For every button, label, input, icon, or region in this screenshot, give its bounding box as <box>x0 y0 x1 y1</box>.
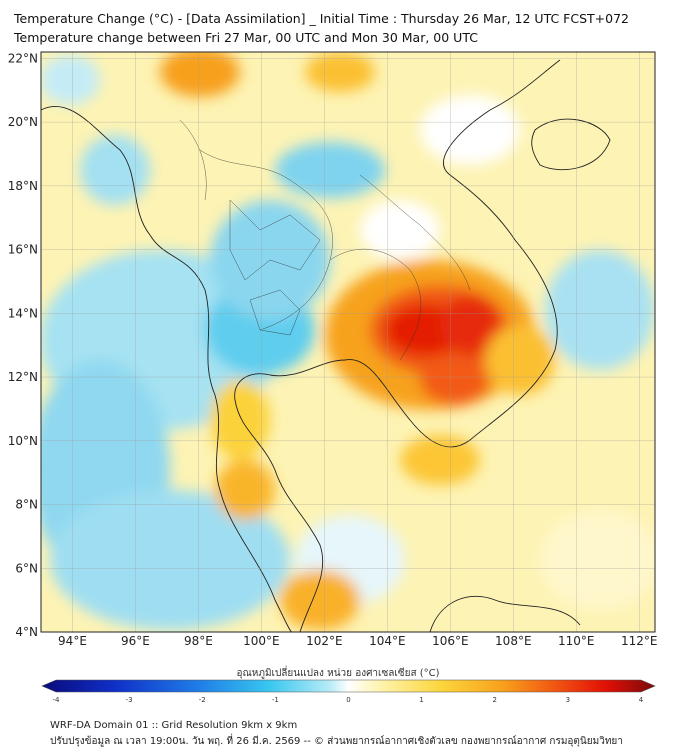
latitude-tick-label: 12°N <box>8 370 38 384</box>
latitude-tick-label: 16°N <box>8 243 38 257</box>
model-info: WRF-DA Domain 01 :: Grid Resolution 9km … <box>50 720 298 731</box>
latitude-tick-label: 10°N <box>8 434 38 448</box>
longitude-tick-label: 94°E <box>58 634 87 648</box>
map-title: Temperature Change (°C) - [Data Assimila… <box>14 11 629 26</box>
colorbar-tick-label: -2 <box>199 696 206 704</box>
latitude-tick-label: 8°N <box>15 498 38 512</box>
colorbar-tick-label: 0 <box>346 696 350 704</box>
colorbar-title: อุณหภูมิเปลี่ยนแปลง หน่วย องศาเซลเซียส (… <box>236 668 440 679</box>
longitude-tick-label: 102°E <box>306 634 343 648</box>
update-credit: ปรับปรุงข้อมูล ณ เวลา 19:00น. วัน พฤ. ที… <box>50 736 623 747</box>
colorbar-tick-label: 4 <box>639 696 644 704</box>
colorbar-tick-label: 2 <box>493 696 497 704</box>
longitude-tick-label: 104°E <box>369 634 406 648</box>
longitude-labels: 94°E 96°E 98°E 100°E 102°E 104°E 106°E 108°E 110… <box>58 634 657 648</box>
longitude-tick-label: 106°E <box>432 634 469 648</box>
latitude-tick-label: 4°N <box>15 625 38 639</box>
colorbar-tick-label: 1 <box>419 696 423 704</box>
longitude-tick-label: 100°E <box>243 634 280 648</box>
latitude-tick-label: 18°N <box>8 179 38 193</box>
longitude-tick-label: 108°E <box>495 634 532 648</box>
latitude-tick-label: 20°N <box>8 115 38 129</box>
temperature-field <box>41 52 655 632</box>
colorbar-tick-label: -1 <box>272 696 279 704</box>
colorbar-tick-label: -3 <box>126 696 133 704</box>
map-subtitle: Temperature change between Fri 27 Mar, 0… <box>14 30 478 45</box>
colorbar: -4 -3 -2 -1 0 1 2 3 4 <box>41 679 656 704</box>
gridlines <box>41 52 655 633</box>
colorbar-ticks: -4 -3 -2 -1 0 1 2 3 4 <box>53 696 644 704</box>
latitude-tick-label: 14°N <box>8 306 38 320</box>
map-frame <box>40 51 656 633</box>
longitude-tick-label: 98°E <box>184 634 213 648</box>
latitude-tick-label: 6°N <box>15 561 38 575</box>
coastlines <box>41 59 611 632</box>
longitude-tick-label: 112°E <box>621 634 658 648</box>
latitude-labels: 22°N 20°N 18°N 16°N 14°N 12°N 10°N 8°N 6°N 4°N <box>8 51 38 639</box>
longitude-tick-label: 110°E <box>558 634 595 648</box>
colorbar-tick-label: -4 <box>53 696 61 704</box>
longitude-tick-label: 96°E <box>121 634 150 648</box>
admin-borders <box>179 119 471 361</box>
colorbar-tick-label: 3 <box>566 696 570 704</box>
latitude-tick-label: 22°N <box>8 51 38 65</box>
